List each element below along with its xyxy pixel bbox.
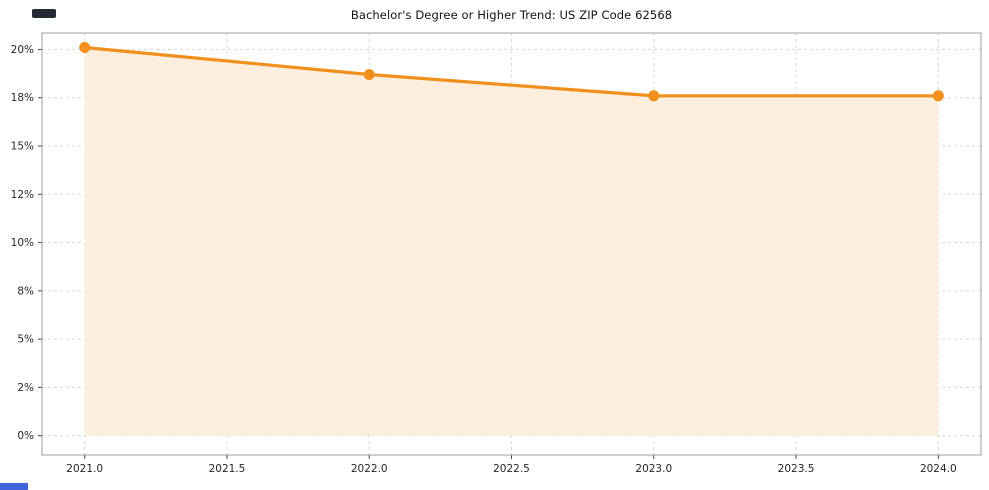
y-tick-label: 5% bbox=[17, 334, 34, 346]
y-tick-label: 8% bbox=[17, 285, 34, 297]
screen-artifact-bottom-left bbox=[0, 483, 28, 490]
x-tick-label: 2024.0 bbox=[920, 463, 957, 475]
y-tick-label: 20% bbox=[11, 44, 34, 56]
y-tick-label: 0% bbox=[17, 430, 34, 442]
x-tick-label: 2021.5 bbox=[209, 463, 246, 475]
y-tick-label: 15% bbox=[11, 140, 34, 152]
x-tick-label: 2023.5 bbox=[778, 463, 815, 475]
data-point-marker bbox=[932, 90, 944, 102]
screen-artifact-top-left bbox=[32, 9, 56, 18]
plot-border bbox=[41, 32, 982, 456]
x-tick-label: 2021.0 bbox=[66, 463, 103, 475]
data-point-marker bbox=[648, 90, 660, 102]
area-fill bbox=[84, 47, 939, 436]
trend-line bbox=[83, 45, 940, 98]
y-tick-label: 2% bbox=[17, 382, 34, 394]
y-tick-label: 18% bbox=[11, 92, 34, 104]
data-point-marker bbox=[79, 42, 91, 53]
x-tick-label: 2022.0 bbox=[351, 463, 388, 475]
y-tick-label: 12% bbox=[11, 189, 34, 201]
chart-title: Bachelor's Degree or Higher Trend: US ZI… bbox=[350, 8, 673, 22]
data-point-marker bbox=[363, 69, 375, 80]
y-tick-label: 10% bbox=[11, 237, 34, 249]
x-tick-label: 2023.0 bbox=[635, 463, 672, 475]
x-tick-label: 2022.5 bbox=[493, 463, 530, 475]
